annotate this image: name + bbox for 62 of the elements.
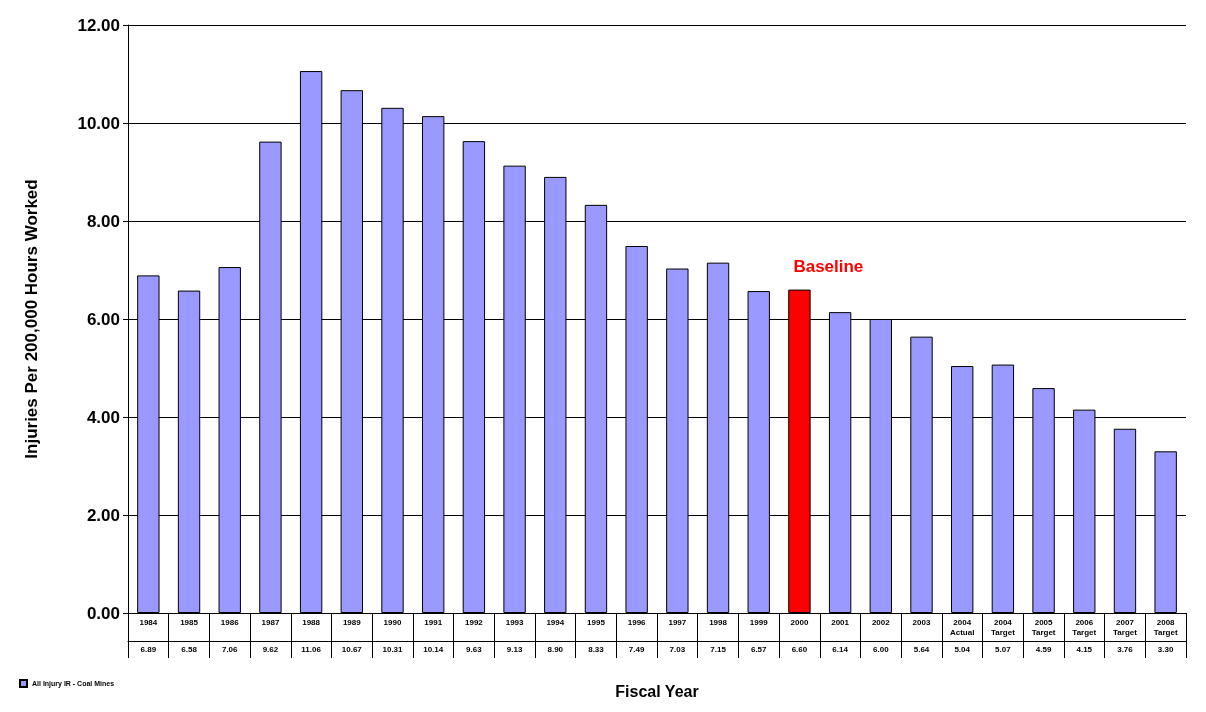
data-label: 10.14 [423,644,444,654]
data-label: 6.60 [791,644,808,654]
data-label: 5.07 [995,644,1012,654]
x-tick-label: 1996 [627,617,647,627]
data-label: 7.06 [221,644,239,654]
y-tick-label: 8.00 [86,211,120,231]
data-label: 6.57 [750,644,768,654]
data-label: 5.64 [913,644,930,654]
data-label: 4.59 [1035,644,1052,654]
y-axis-title: Injuries Per 200,000 Hours Worked [22,179,41,459]
x-tick-label: 2008 Target [1153,617,1178,637]
data-label: 9.62 [262,644,279,654]
data-label: 9.13 [506,644,523,654]
data-label: 9.63 [466,644,483,654]
x-tick-label: 1992 [464,617,484,627]
y-tick-label: 2.00 [86,505,120,525]
x-tick-label: 1989 [342,617,362,627]
data-label: 8.90 [547,644,564,654]
x-axis-title: Fiscal Year [615,682,699,700]
y-tick-label: 10.00 [77,113,120,133]
y-tick-label: 4.00 [86,407,120,427]
x-tick-label: 1999 [749,617,769,627]
x-tick-label: 1987 [261,617,280,627]
data-label: 6.58 [181,644,198,654]
x-tick-label: 2001 [831,617,850,627]
y-tick-label: 12.00 [77,15,120,35]
x-tick-label: 2007 Target [1113,617,1138,637]
data-label: 10.67 [341,644,363,654]
data-label: 4.15 [1076,644,1093,654]
x-tick-label: 1985 [180,617,199,627]
data-label: 8.33 [588,644,605,654]
x-tick-label: 1986 [220,617,240,627]
x-tick-label: 1984 [139,617,158,627]
x-tick-label: 2000 [790,617,809,627]
x-tick-label: 2004 Target [990,617,1016,637]
data-label: 6.00 [873,644,890,654]
data-label: 6.89 [140,644,157,654]
x-tick-label: 2003 [912,617,931,627]
data-label: 5.04 [954,644,971,654]
data-label: 7.49 [628,644,645,654]
data-label: 6.14 [832,644,849,654]
data-label: 7.03 [669,644,686,654]
y-tick-label: 6.00 [86,309,120,329]
x-tick-label: 1994 [546,617,565,627]
x-tick-label: 2006 Target [1072,617,1097,637]
data-label: 11.06 [301,644,322,654]
data-label: 10.31 [382,644,404,654]
x-tick-label: 1998 [709,617,728,627]
x-tick-label: 2002 [871,617,891,627]
data-label: 3.76 [1117,644,1134,654]
x-tick-label: 2004 Actual [949,617,975,637]
x-tick-label: 1993 [505,617,525,627]
x-tick-label: 1990 [383,617,402,627]
x-tick-label: 1991 [424,617,443,627]
x-tick-label: 1997 [668,617,687,627]
x-tick-label: 1988 [302,617,321,627]
annotation: Baseline [793,257,864,276]
y-tick-label: 0.00 [86,603,120,623]
x-tick-label: 2005 Target [1031,617,1056,637]
x-tick-label: 1995 [587,617,606,627]
data-label: 7.15 [710,644,727,654]
data-label: 3.30 [1157,644,1174,654]
